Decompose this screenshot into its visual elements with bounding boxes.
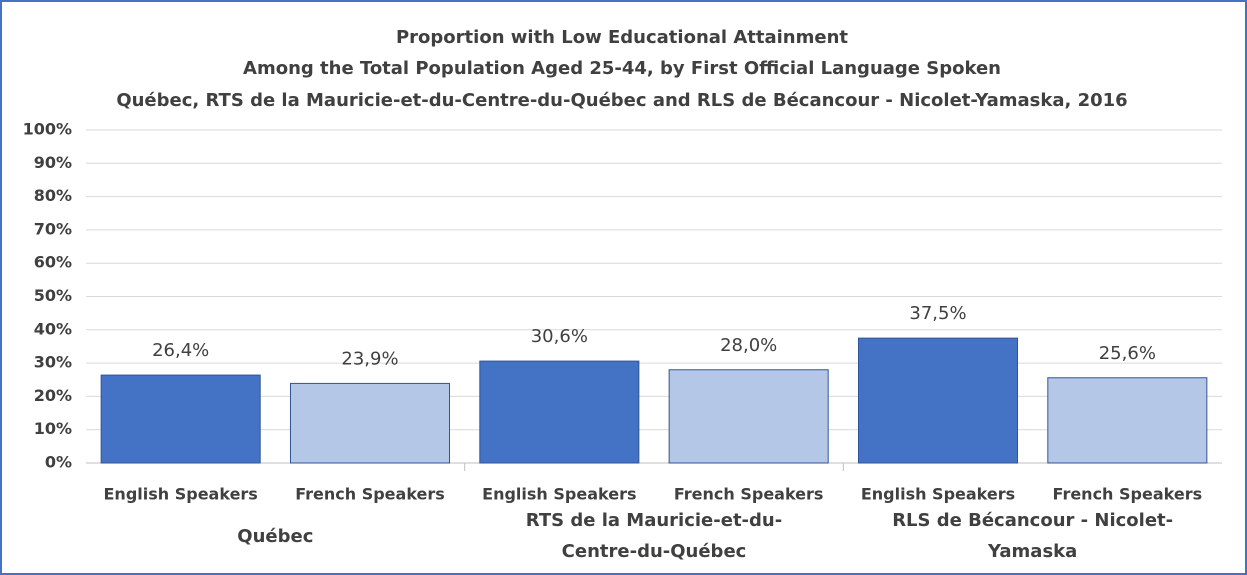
bar: [289, 382, 451, 464]
data-label: 23,9%: [341, 348, 398, 369]
y-tick-label: 50%: [34, 286, 72, 305]
x-tick-label: English Speakers: [861, 485, 1015, 504]
y-tick-label: 20%: [34, 386, 72, 405]
data-label: 37,5%: [909, 303, 966, 324]
y-tick-label: 60%: [34, 253, 72, 272]
y-tick-label: 10%: [34, 419, 72, 438]
y-tick-label: 40%: [34, 319, 72, 338]
y-tick-label: 70%: [34, 219, 72, 238]
group-label: RLS de Bécancour - Nicolet-Yamaska: [892, 510, 1174, 562]
bar: [668, 369, 829, 464]
x-tick-label: French Speakers: [674, 485, 824, 504]
y-tick-label: 90%: [34, 153, 72, 172]
data-label: 26,4%: [152, 340, 209, 361]
group-label: Québec: [237, 525, 314, 547]
x-tick-label: French Speakers: [295, 485, 445, 504]
bar: [1047, 377, 1208, 464]
x-tick-label: English Speakers: [482, 485, 636, 504]
x-tick-label: French Speakers: [1053, 485, 1203, 504]
x-tick-label: English Speakers: [104, 485, 258, 504]
chart-title: Proportion with Low Educational Attainme…: [396, 27, 848, 48]
bar: [100, 374, 261, 464]
group-label: RTS de la Mauricie-et-du-Centre-du-Québe…: [525, 510, 783, 562]
bar: [479, 360, 640, 464]
chart-subtitle: Québec, RTS de la Mauricie-et-du-Centre-…: [116, 90, 1127, 111]
data-label: 25,6%: [1099, 343, 1156, 364]
y-tick-label: 80%: [34, 186, 72, 205]
y-tick-label: 30%: [34, 353, 72, 372]
y-tick-label: 0%: [45, 453, 72, 472]
y-tick-label: 100%: [23, 120, 72, 139]
chart-subtitle: Among the Total Population Aged 25-44, b…: [243, 58, 1001, 79]
bar: [857, 337, 1019, 464]
data-label: 30,6%: [531, 326, 588, 347]
data-label: 28,0%: [720, 335, 777, 356]
